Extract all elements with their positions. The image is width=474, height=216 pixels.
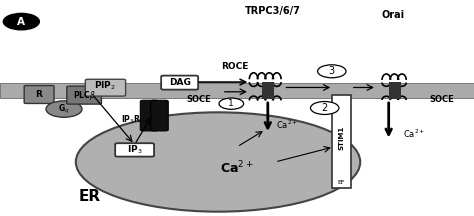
Text: PIP$_2$: PIP$_2$ xyxy=(94,79,116,92)
Text: SOCE: SOCE xyxy=(186,95,211,104)
Circle shape xyxy=(3,13,39,30)
Text: SOCE: SOCE xyxy=(429,95,454,104)
Text: Orai: Orai xyxy=(382,10,405,20)
Ellipse shape xyxy=(76,112,360,212)
FancyBboxPatch shape xyxy=(151,100,168,131)
FancyBboxPatch shape xyxy=(67,86,101,104)
FancyBboxPatch shape xyxy=(161,76,198,90)
Circle shape xyxy=(46,101,82,117)
FancyBboxPatch shape xyxy=(24,86,54,103)
Bar xyxy=(0,83,474,98)
Text: TRPC3/6/7: TRPC3/6/7 xyxy=(245,6,301,16)
Text: R: R xyxy=(36,90,42,99)
Text: Ca$^{2+}$: Ca$^{2+}$ xyxy=(276,119,298,132)
FancyBboxPatch shape xyxy=(115,143,154,157)
Text: A: A xyxy=(18,17,25,27)
Text: Ca$^{2+}$: Ca$^{2+}$ xyxy=(403,128,425,140)
Text: ER: ER xyxy=(79,189,101,204)
Text: Ca$^{2+}$: Ca$^{2+}$ xyxy=(220,160,254,177)
Circle shape xyxy=(318,65,346,78)
FancyBboxPatch shape xyxy=(262,82,274,99)
Text: ROCE: ROCE xyxy=(221,62,248,71)
Text: PLC$\beta$: PLC$\beta$ xyxy=(73,89,96,102)
Text: IP$_3$R: IP$_3$R xyxy=(121,114,141,126)
FancyBboxPatch shape xyxy=(85,79,126,96)
Text: STIM1: STIM1 xyxy=(338,126,344,150)
Text: EF: EF xyxy=(337,180,345,185)
Circle shape xyxy=(310,102,339,114)
Text: G$_q$: G$_q$ xyxy=(58,103,70,116)
Text: 3: 3 xyxy=(329,66,335,76)
FancyBboxPatch shape xyxy=(332,95,351,188)
Text: 2: 2 xyxy=(321,103,328,113)
Text: DAG: DAG xyxy=(169,78,191,87)
Circle shape xyxy=(219,98,244,109)
FancyBboxPatch shape xyxy=(140,100,158,131)
FancyBboxPatch shape xyxy=(389,82,401,99)
Text: IP$_3$: IP$_3$ xyxy=(127,144,142,156)
Text: 1: 1 xyxy=(228,99,234,108)
